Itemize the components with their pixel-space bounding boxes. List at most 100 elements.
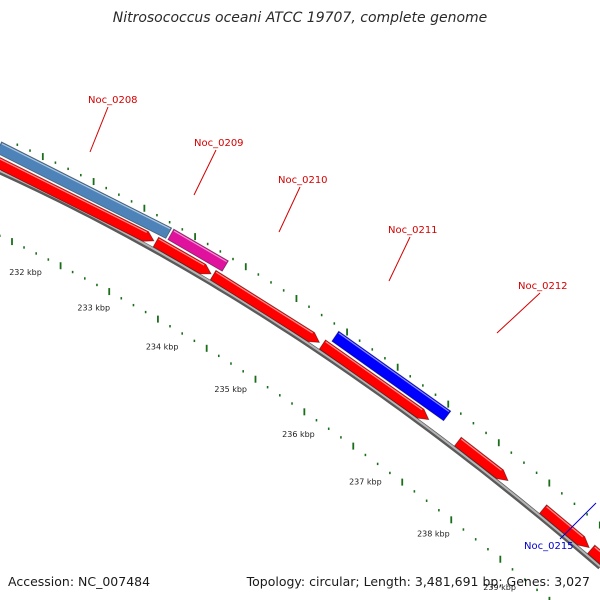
outer-tick — [535, 471, 538, 474]
gene-noc-0209-highlight — [173, 230, 227, 263]
outer-tick — [510, 451, 513, 454]
inner-tick — [389, 471, 391, 475]
outer-tick — [118, 193, 120, 196]
inner-tick — [536, 588, 538, 592]
inner-tick — [401, 478, 404, 486]
inner-tick — [35, 252, 37, 255]
inner-tick — [511, 568, 514, 571]
callout-line — [193, 149, 217, 196]
gene-red-5 — [453, 436, 509, 482]
outer-tick — [143, 204, 146, 212]
outer-tick — [206, 242, 209, 246]
inner-tick — [474, 538, 477, 541]
outer-tick — [459, 412, 462, 415]
callout-line — [89, 106, 109, 153]
inner-tick — [217, 354, 220, 358]
inner-tick — [352, 442, 355, 450]
inner-tick — [11, 238, 13, 246]
gene-red-1-highlight — [0, 158, 148, 233]
inner-tick — [230, 362, 232, 365]
inner-tick — [462, 528, 465, 531]
outer-tick — [472, 422, 475, 425]
outer-tick — [194, 233, 196, 241]
outer-tick — [41, 153, 44, 161]
outer-tick — [105, 186, 108, 190]
outer-tick — [16, 143, 19, 146]
inner-tick — [327, 427, 330, 430]
inner-tick — [303, 408, 306, 416]
inner-tick — [157, 315, 159, 323]
outer-tick — [156, 213, 158, 217]
inner-tick — [425, 499, 428, 502]
inner-tick — [523, 578, 526, 581]
backbone-line — [0, 170, 600, 568]
inner-tick — [254, 375, 257, 383]
tick-label: 236 kbp — [282, 430, 315, 439]
inner-tick — [291, 402, 293, 405]
gene-noc-0211 — [331, 330, 452, 422]
outer-tick — [396, 363, 399, 371]
inner-tick — [193, 339, 196, 343]
tick-label: 237 kbp — [349, 478, 382, 487]
tick-label: 235 kbp — [214, 385, 247, 394]
outer-tick — [384, 357, 386, 360]
gene-layer — [0, 141, 600, 565]
tick-label: 239 kbp — [483, 583, 516, 592]
outer-tick — [358, 339, 361, 342]
gene-label-noc-0208: Noc_0208 — [88, 95, 138, 106]
outer-tick — [497, 439, 500, 447]
outer-tick — [181, 228, 184, 231]
outer-tick — [219, 250, 222, 253]
tick-label: 238 kbp — [417, 529, 450, 538]
tick-label: 234 kbp — [146, 342, 179, 351]
inner-tick — [47, 258, 50, 261]
gene-red-6 — [539, 504, 590, 549]
inner-tick — [120, 297, 123, 300]
outer-tick — [295, 295, 298, 303]
outer-tick — [598, 521, 600, 529]
inner-tick — [376, 462, 379, 466]
gene-label-noc-0211: Noc_0211 — [388, 225, 438, 236]
inner-tick — [315, 419, 318, 422]
outer-tick — [80, 173, 82, 177]
map-title: Nitrosococcus oceani ATCC 19707, complet… — [113, 10, 488, 26]
inner-tick — [438, 509, 440, 512]
gene-red-6-highlight — [546, 506, 584, 538]
outer-tick — [270, 281, 272, 284]
callout-line — [278, 186, 301, 233]
backbone-layer — [0, 169, 600, 570]
outer-tick — [67, 167, 69, 171]
outer-tick — [29, 149, 31, 152]
accession-text: Accession: NC_007484 — [8, 574, 150, 589]
inner-tick — [169, 325, 171, 328]
callout-line — [388, 236, 411, 282]
inner-tick — [181, 332, 183, 335]
outer-tick — [409, 375, 412, 378]
label-layer: Noc_0208 Noc_0209 Noc_0210 Noc_0211 Noc_0212… — [88, 95, 597, 552]
outer-tick — [447, 400, 450, 408]
outer-tick — [371, 348, 374, 351]
tick-label: 232 kbp — [9, 268, 42, 277]
gene-red-5-highlight — [460, 438, 502, 471]
inner-tick — [499, 555, 502, 563]
backbone-shadow — [0, 169, 600, 570]
outer-tick — [92, 178, 95, 186]
inner-tick — [340, 436, 342, 439]
outer-tick — [561, 492, 563, 495]
inner-tick — [23, 246, 25, 249]
inner-tick — [83, 277, 86, 280]
outer-tick — [168, 221, 171, 224]
outer-tick — [422, 384, 424, 387]
outer-tick — [232, 257, 234, 261]
topology-text: Topology: circular; Length: 3,481,691 bp… — [246, 574, 590, 589]
inner-tick — [132, 303, 135, 307]
inner-tick — [279, 394, 281, 397]
gene-red-3 — [209, 269, 321, 343]
outer-tick — [523, 461, 525, 464]
outer-tick — [434, 393, 437, 396]
outer-tick — [548, 479, 551, 487]
callout-line — [559, 502, 597, 540]
inner-tick — [266, 386, 269, 389]
